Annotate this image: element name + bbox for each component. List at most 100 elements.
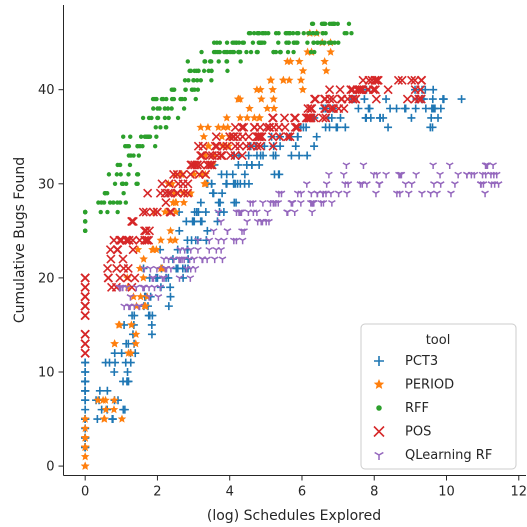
data-point (310, 31, 315, 36)
data-point (143, 188, 153, 198)
data-point (164, 179, 174, 189)
data-point (209, 228, 218, 235)
data-point (223, 228, 232, 235)
data-point (292, 122, 302, 132)
data-point (414, 94, 424, 104)
data-point (306, 31, 311, 36)
data-point (298, 66, 308, 75)
data-point (96, 200, 101, 205)
data-point (287, 151, 296, 160)
data-point (318, 113, 328, 123)
data-point (430, 181, 438, 188)
data-point (436, 171, 444, 179)
x-tick-label: 0 (81, 485, 89, 500)
data-point (144, 235, 154, 245)
data-point (191, 78, 196, 83)
data-point (426, 190, 435, 198)
data-point (332, 40, 337, 45)
data-point (489, 162, 497, 169)
data-point (295, 151, 304, 160)
data-point (250, 113, 259, 122)
data-point (494, 181, 503, 188)
data-point (291, 40, 296, 45)
data-point (147, 134, 153, 139)
legend-item: RFF (376, 401, 429, 416)
data-point (280, 122, 290, 132)
data-point (341, 123, 350, 132)
data-point (135, 235, 145, 245)
data-point (202, 59, 207, 64)
data-point (288, 199, 297, 207)
data-point (155, 115, 160, 121)
data-point (337, 94, 347, 104)
data-point (382, 95, 391, 104)
data-point (112, 181, 118, 186)
data-point (148, 207, 159, 217)
data-point (365, 104, 374, 113)
data-point (170, 87, 175, 92)
data-point (310, 142, 319, 151)
data-point (312, 132, 321, 141)
x-tick-label: 2 (153, 485, 161, 500)
data-point (115, 162, 120, 168)
legend-label: PCT3 (405, 354, 438, 369)
data-point (372, 75, 382, 85)
data-point (218, 141, 228, 151)
data-point (139, 273, 148, 282)
data-point (214, 122, 223, 131)
data-point (122, 284, 131, 292)
data-point (185, 169, 196, 179)
data-point (275, 190, 283, 198)
data-point (123, 377, 132, 386)
legend-label: POS (405, 425, 431, 440)
data-point (433, 190, 441, 198)
data-point (128, 216, 138, 226)
data-point (363, 181, 371, 188)
data-point (317, 199, 326, 207)
data-point (284, 75, 294, 84)
data-point (463, 171, 471, 179)
data-point (157, 179, 167, 189)
data-point (262, 104, 272, 113)
data-point (183, 87, 188, 92)
data-point (186, 78, 191, 83)
data-point (205, 160, 215, 170)
data-point (376, 113, 385, 122)
y-tick-label: 10 (38, 365, 55, 380)
data-point (134, 172, 140, 177)
data-point (146, 265, 155, 273)
data-point (146, 115, 152, 121)
series-rff (82, 21, 354, 234)
data-point (211, 132, 221, 142)
data-point (141, 207, 151, 217)
data-point (315, 31, 320, 36)
data-point (189, 217, 198, 226)
data-point (80, 414, 90, 423)
data-point (359, 162, 368, 169)
data-point (266, 75, 275, 84)
data-point (109, 405, 119, 414)
data-point (275, 170, 284, 179)
data-point (257, 94, 266, 103)
data-point (400, 104, 409, 113)
data-point (296, 75, 306, 84)
data-point (436, 181, 445, 188)
data-point (134, 181, 139, 186)
data-point (259, 40, 264, 45)
data-point (149, 245, 158, 254)
data-point (195, 160, 205, 170)
data-point (194, 247, 202, 254)
data-point (333, 123, 342, 132)
data-point (198, 256, 207, 264)
data-point (295, 40, 300, 45)
data-point (240, 170, 249, 179)
data-point (260, 31, 265, 36)
data-point (131, 339, 141, 348)
x-tick-label: 4 (226, 485, 234, 500)
data-point (248, 49, 254, 55)
series-pos (80, 75, 427, 358)
data-point (110, 367, 119, 376)
data-point (145, 294, 154, 301)
data-point (160, 188, 170, 198)
data-point (315, 40, 320, 45)
